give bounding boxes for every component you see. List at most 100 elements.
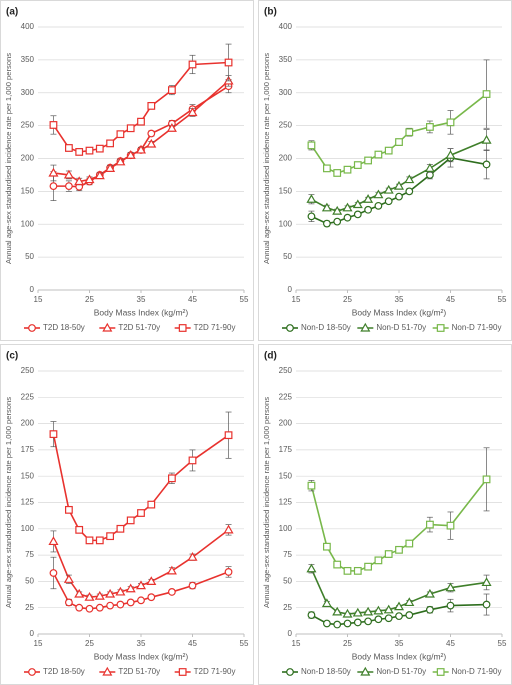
x-tick-label: 55 xyxy=(240,295,249,304)
point xyxy=(49,121,58,129)
y-tick-label: 0 xyxy=(30,285,35,294)
x-tick-label: 45 xyxy=(446,295,455,304)
legend-label: T2D 51-70y xyxy=(118,323,160,332)
panel: (d) 0 25 50 75 100 125 150 175 200 225 250 15 25 35 45 5… xyxy=(258,344,512,685)
panel-border xyxy=(0,344,254,685)
point xyxy=(322,542,331,551)
point xyxy=(63,574,74,583)
legend-label: Non-D 71-90y xyxy=(452,323,502,332)
point xyxy=(332,205,343,215)
point xyxy=(166,123,177,132)
point xyxy=(405,128,414,137)
point xyxy=(126,516,135,525)
point xyxy=(306,194,317,203)
point xyxy=(125,583,136,593)
point xyxy=(115,156,126,166)
point xyxy=(28,668,36,676)
point xyxy=(63,169,74,179)
point xyxy=(102,322,113,332)
y-tick-label: 300 xyxy=(21,88,35,97)
legend-label: T2D 71-90y xyxy=(194,667,236,676)
point xyxy=(95,536,104,545)
point xyxy=(436,324,445,332)
point xyxy=(363,606,374,616)
point xyxy=(48,536,59,546)
y-tick-label: 25 xyxy=(25,603,34,612)
y-tick-label: 125 xyxy=(21,498,35,507)
point xyxy=(481,134,492,144)
y-tick-label: 250 xyxy=(279,366,293,375)
point xyxy=(482,475,491,484)
panel-border xyxy=(258,0,512,341)
y-axis-label: Annual age-sex standardised incidence ra… xyxy=(4,397,13,608)
point xyxy=(383,184,394,194)
point xyxy=(106,139,115,148)
point xyxy=(106,601,114,610)
point xyxy=(405,611,414,619)
point xyxy=(373,189,384,199)
point xyxy=(395,138,403,146)
point xyxy=(95,603,104,612)
point xyxy=(364,562,373,571)
point xyxy=(168,474,176,483)
point xyxy=(353,618,362,627)
point xyxy=(322,219,331,228)
point xyxy=(424,588,435,598)
point xyxy=(445,150,456,159)
legend-label: T2D 51-70y xyxy=(118,667,160,676)
y-tick-label: 200 xyxy=(21,419,35,428)
point xyxy=(404,174,415,184)
y-axis-label: Annual age-sex standardised incidence ra… xyxy=(262,397,271,608)
y-tick-label: 250 xyxy=(21,366,35,375)
legend-label: Non-D 71-90y xyxy=(452,667,502,676)
y-tick-label: 150 xyxy=(21,186,35,195)
point xyxy=(373,605,384,615)
point xyxy=(481,577,492,587)
point xyxy=(482,160,491,169)
point xyxy=(383,604,394,614)
point xyxy=(115,586,126,596)
point xyxy=(446,521,455,530)
x-tick-label: 35 xyxy=(137,639,146,648)
point xyxy=(147,129,156,138)
point xyxy=(360,322,371,332)
y-tick-label: 175 xyxy=(279,445,293,454)
point xyxy=(146,576,157,585)
y-tick-label: 200 xyxy=(279,154,293,163)
point xyxy=(64,505,73,514)
point xyxy=(28,324,36,332)
legend-label: Non-D 18-50y xyxy=(301,323,351,332)
y-tick-label: 100 xyxy=(279,219,293,228)
y-tick-label: 125 xyxy=(279,498,293,507)
point xyxy=(64,182,73,191)
point xyxy=(84,174,95,184)
y-tick-label: 100 xyxy=(21,524,35,533)
point xyxy=(105,163,116,172)
y-axis-label: Annual age-sex standardised incidence ra… xyxy=(4,53,13,264)
point xyxy=(286,324,294,332)
point xyxy=(333,169,342,177)
panel-label: (b) xyxy=(264,7,277,18)
point xyxy=(343,619,352,628)
x-tick-label: 35 xyxy=(395,295,404,304)
point xyxy=(307,212,316,221)
panel: (c) 0 25 50 75 100 125 150 175 200 225 250 15 25 35 45 5… xyxy=(0,344,254,685)
panel-label: (d) xyxy=(264,351,277,362)
panel: (b) 0 50 100 150 200 250 300 350 400 15 25 35 45 55 Bod… xyxy=(258,0,512,341)
point xyxy=(224,568,233,576)
legend-label: Non-D 18-50y xyxy=(301,667,351,676)
point xyxy=(307,611,316,619)
y-axis-label: Annual age-sex standardised incidence ra… xyxy=(262,53,271,264)
point xyxy=(75,525,84,534)
x-tick-label: 35 xyxy=(395,639,404,648)
point xyxy=(85,146,94,155)
x-tick-label: 45 xyxy=(446,639,455,648)
point xyxy=(135,144,147,154)
point xyxy=(363,194,374,203)
x-axis-label: Body Mass Index (kg/m²) xyxy=(94,651,189,661)
point xyxy=(224,431,233,440)
y-tick-label: 75 xyxy=(25,550,34,559)
point xyxy=(425,605,434,614)
point xyxy=(116,524,125,533)
point xyxy=(343,566,352,575)
